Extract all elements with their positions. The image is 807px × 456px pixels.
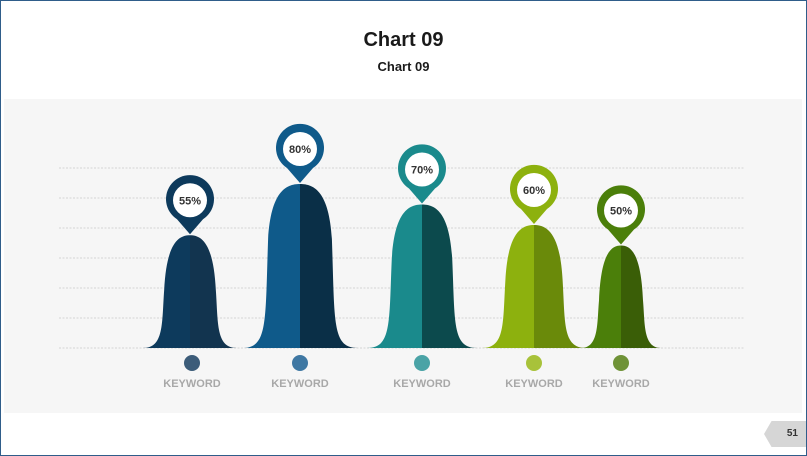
- bar: [190, 235, 237, 348]
- bell-bar-chart: 55% KEYWORD 80% KEYWORD 70% KEYWORD 60% KEYWORD…: [59, 123, 744, 390]
- category-dot: [526, 355, 542, 371]
- pin-inner-circle: [405, 152, 439, 187]
- data-label: 60%: [523, 185, 545, 197]
- bar-group: 70% KEYWORD: [367, 144, 477, 390]
- bar-group: 60% KEYWORD: [482, 164, 586, 390]
- data-label: 55%: [179, 195, 201, 207]
- category-label: KEYWORD: [271, 378, 329, 390]
- bar: [534, 225, 586, 348]
- category-label: KEYWORD: [505, 378, 563, 390]
- page-number-tab: 51: [764, 421, 806, 447]
- category-dot: [613, 355, 629, 371]
- pin-inner-circle: [283, 132, 317, 166]
- bar-left-half: [367, 204, 422, 348]
- category-label: KEYWORD: [592, 378, 650, 390]
- data-label: 70%: [411, 165, 433, 177]
- category-dot: [184, 355, 200, 371]
- category-label: KEYWORD: [393, 378, 451, 390]
- bar: [422, 204, 477, 348]
- category-dot: [292, 355, 308, 371]
- data-label: 80%: [289, 144, 311, 156]
- pin-inner-circle: [604, 193, 638, 228]
- bar: [300, 184, 358, 348]
- bar-left-half: [482, 225, 534, 348]
- bar-group: 50% KEYWORD: [581, 185, 661, 390]
- category-dot: [414, 355, 430, 371]
- chart-panel: 55% KEYWORD 80% KEYWORD 70% KEYWORD 60% KEYWORD…: [4, 99, 802, 413]
- pin-inner-circle: [517, 173, 551, 207]
- bar-group: 80% KEYWORD: [242, 123, 358, 390]
- bar-left-half: [581, 245, 621, 348]
- pin-inner-circle: [173, 183, 207, 218]
- bar: [621, 245, 661, 348]
- page-number: 51: [786, 428, 798, 439]
- bar-left-half: [143, 235, 190, 348]
- data-label: 50%: [610, 206, 632, 218]
- slide-subtitle: Chart 09: [377, 59, 430, 74]
- bar-group: 55% KEYWORD: [143, 175, 237, 390]
- slide-title: Chart 09: [363, 29, 444, 51]
- bar-left-half: [242, 184, 300, 348]
- category-label: KEYWORD: [163, 378, 221, 390]
